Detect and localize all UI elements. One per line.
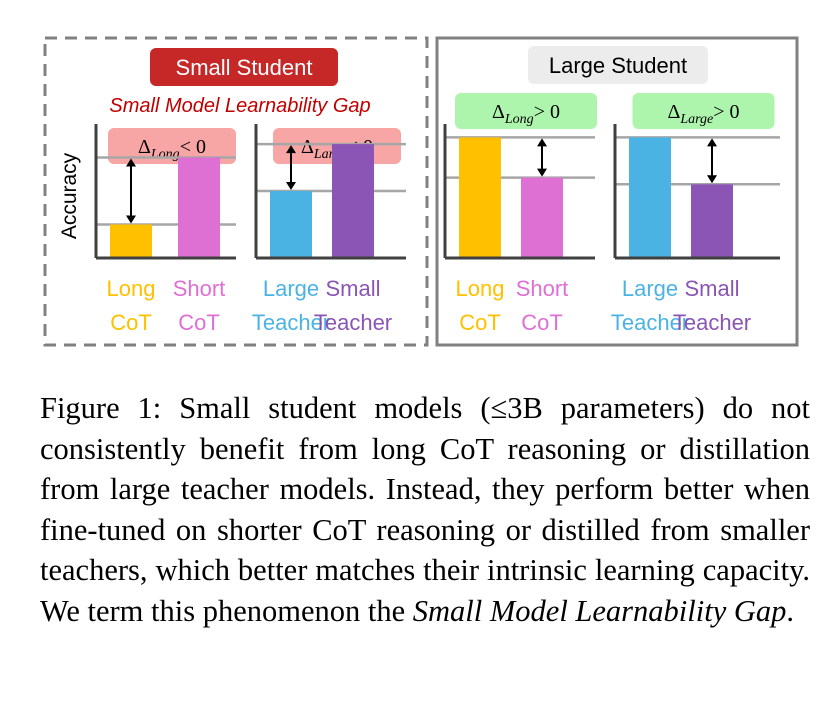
delta-subscript: Long	[504, 112, 534, 127]
diff-arrowhead	[126, 158, 136, 167]
bar	[629, 137, 671, 257]
category-label: Long	[107, 276, 156, 301]
delta-symbol: Δ	[301, 136, 314, 158]
caption-text: Small student models (≤3B parameters) do…	[40, 391, 811, 628]
diff-arrowhead	[537, 168, 547, 177]
category-label: Teacher	[611, 310, 689, 335]
delta-box	[632, 93, 775, 129]
caption-term: Small Model Learnability Gap	[412, 593, 787, 628]
bar	[110, 224, 152, 257]
diff-arrowhead	[126, 215, 136, 224]
bar	[459, 137, 501, 257]
bar	[521, 177, 563, 257]
category-label: CoT	[110, 310, 152, 335]
delta-relation: > 0	[713, 101, 739, 123]
large-student-panel	[435, 36, 799, 347]
delta-box	[455, 93, 597, 129]
large-student-title: Large Student	[549, 53, 687, 78]
bar	[332, 144, 374, 257]
figure-caption: Figure 1: Small student models (≤3B para…	[40, 388, 810, 631]
category-label: CoT	[178, 310, 220, 335]
category-label: Short	[516, 276, 569, 301]
category-label: Small	[325, 276, 380, 301]
figure: Small Student Small Model Learnability G…	[43, 36, 799, 347]
delta-label: ΔLarge> 0	[667, 101, 739, 127]
category-label: Teacher	[252, 310, 330, 335]
category-label: Teacher	[673, 310, 751, 335]
delta-symbol: Δ	[492, 101, 505, 123]
delta-relation: < 0	[180, 136, 206, 158]
delta-symbol: Δ	[667, 101, 680, 123]
diff-arrowhead	[286, 145, 296, 154]
delta-symbol: Δ	[138, 136, 151, 158]
small-student-title: Small Student	[176, 55, 313, 80]
bar	[178, 157, 220, 257]
small-student-title-box	[150, 48, 338, 86]
diff-arrowhead	[707, 175, 717, 184]
category-label: Large	[263, 276, 319, 301]
category-label: Short	[173, 276, 226, 301]
delta-box	[108, 128, 236, 164]
category-label: Teacher	[314, 310, 392, 335]
small-student-panel	[43, 36, 429, 347]
category-label: Long	[456, 276, 505, 301]
bar	[270, 191, 312, 257]
large-student-title-box	[528, 46, 708, 84]
diff-arrowhead	[286, 182, 296, 190]
bar	[691, 184, 733, 257]
diff-arrowhead	[537, 138, 547, 147]
category-label: CoT	[459, 310, 501, 335]
diff-arrowhead	[707, 138, 717, 147]
delta-subscript: Long	[150, 147, 180, 162]
delta-label: ΔLong> 0	[492, 101, 560, 127]
delta-relation: > 0	[534, 101, 560, 123]
category-label: Small	[684, 276, 739, 301]
caption-end: .	[786, 593, 795, 628]
caption-label: Figure 1:	[40, 391, 162, 425]
category-label: CoT	[521, 310, 563, 335]
y-axis-label: Accuracy	[58, 152, 81, 239]
category-label: Large	[622, 276, 678, 301]
delta-subscript: Large	[679, 112, 713, 127]
learnability-gap-subtitle: Small Model Learnability Gap	[109, 95, 370, 117]
